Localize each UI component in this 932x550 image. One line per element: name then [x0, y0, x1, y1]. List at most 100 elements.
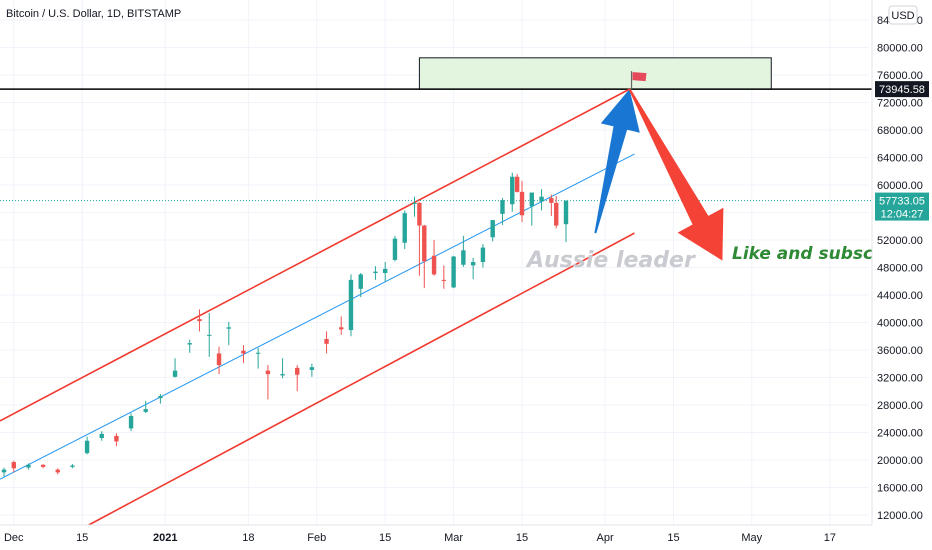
- candle-body: [226, 327, 232, 329]
- candle-body: [402, 213, 407, 243]
- candle-body: [510, 176, 515, 205]
- countdown-text: 12:04:27: [881, 209, 924, 221]
- candle-body: [382, 268, 388, 273]
- y-tick-label: 52000.00: [877, 235, 923, 247]
- candle-body: [549, 198, 554, 203]
- candle: [226, 321, 232, 346]
- candle: [255, 347, 261, 369]
- candle: [84, 436, 90, 455]
- currency-button[interactable]: USD: [888, 5, 918, 25]
- candle-body: [143, 409, 148, 412]
- candle: [158, 394, 163, 404]
- candle-body: [216, 353, 222, 366]
- channel-lower-line: [88, 232, 635, 526]
- channel-mid-line: [0, 153, 635, 480]
- cta-text: Like and subscribe: [732, 244, 911, 264]
- x-tick-label: 2021: [153, 532, 177, 544]
- candle: [324, 331, 329, 354]
- candle: [128, 413, 134, 432]
- candle-body: [99, 433, 104, 438]
- x-tick-label: Dec: [4, 532, 24, 544]
- candle-body: [172, 370, 178, 377]
- candle: [187, 339, 192, 353]
- x-axis[interactable]: Dec 15 2021 18 Feb 15 Mar 15 Apr 15 May 17: [0, 524, 872, 550]
- candle: [470, 257, 476, 280]
- candle: [11, 460, 16, 473]
- candle: [461, 235, 466, 267]
- candle: [70, 464, 75, 469]
- candle-body: [554, 202, 559, 226]
- red-down-arrow: [628, 88, 724, 261]
- y-tick-label: 32000.00: [877, 373, 923, 385]
- watermark-text: Aussie leader: [525, 248, 696, 273]
- candle: [99, 431, 104, 441]
- candle-body: [11, 462, 16, 469]
- candle-body: [373, 271, 378, 273]
- candle-body: [431, 255, 437, 275]
- x-tick-label: 17: [824, 532, 836, 544]
- level-price-tag: [875, 81, 929, 98]
- candle: [339, 316, 344, 335]
- y-tick-label: 76000.00: [877, 70, 923, 82]
- candles: [1, 172, 569, 477]
- candle: [422, 224, 427, 289]
- candle-body: [1, 469, 7, 473]
- candle-body: [255, 352, 261, 354]
- level-price-text: 73945.58: [879, 84, 925, 96]
- candle: [514, 174, 520, 193]
- candle-body: [265, 370, 271, 375]
- y-tick-label: 36000.00: [877, 345, 923, 357]
- candle: [358, 273, 363, 298]
- y-tick-label: 40000.00: [877, 318, 923, 330]
- chart-title: Bitcoin / U.S. Dollar, 1D, BITSTAMP: [6, 8, 181, 20]
- candle: [197, 309, 202, 332]
- candle-body: [392, 238, 398, 260]
- x-tick-label: 15: [379, 532, 391, 544]
- candle: [431, 240, 437, 276]
- candle-body: [84, 440, 90, 454]
- candle: [382, 262, 388, 282]
- x-tick-label: May: [741, 532, 762, 544]
- candle-body: [563, 200, 569, 225]
- candle: [451, 255, 456, 289]
- currency-label: USD: [891, 10, 914, 22]
- x-tick-label: 15: [76, 532, 88, 544]
- x-tick-label: 18: [242, 532, 254, 544]
- candle-body: [451, 256, 456, 288]
- candle-body: [70, 465, 75, 467]
- candle-body: [417, 202, 422, 226]
- candle: [172, 358, 178, 378]
- candle-body: [480, 247, 486, 262]
- candle: [539, 189, 544, 211]
- candle-body: [422, 225, 427, 262]
- candle-body: [412, 202, 417, 204]
- y-tick-label: 72000.00: [877, 98, 923, 110]
- candle: [280, 358, 285, 379]
- candle-body: [490, 220, 495, 238]
- candle: [549, 194, 554, 216]
- x-tick-label: 15: [667, 532, 679, 544]
- candle-body: [207, 334, 212, 336]
- candle-body: [500, 200, 505, 214]
- x-axis-background: [0, 525, 872, 550]
- candle-body: [539, 196, 544, 202]
- y-tick-label: 44000.00: [877, 290, 923, 302]
- candle-body: [280, 374, 285, 376]
- candle-body: [187, 343, 192, 345]
- x-tick-label: Apr: [597, 532, 614, 544]
- candle-body: [339, 327, 344, 330]
- candle: [241, 345, 246, 364]
- y-tick-label: 68000.00: [877, 125, 923, 137]
- current-price-text: 57733.05: [879, 196, 925, 208]
- arrows: [594, 88, 724, 261]
- candle: [309, 363, 315, 377]
- candle-body: [197, 319, 202, 322]
- candle-body: [441, 279, 447, 281]
- candle-body: [40, 464, 46, 467]
- candle-body: [55, 469, 60, 473]
- y-tick-label: 12000.00: [877, 510, 923, 522]
- current-price-tag: [875, 192, 929, 221]
- candle-body: [309, 367, 315, 370]
